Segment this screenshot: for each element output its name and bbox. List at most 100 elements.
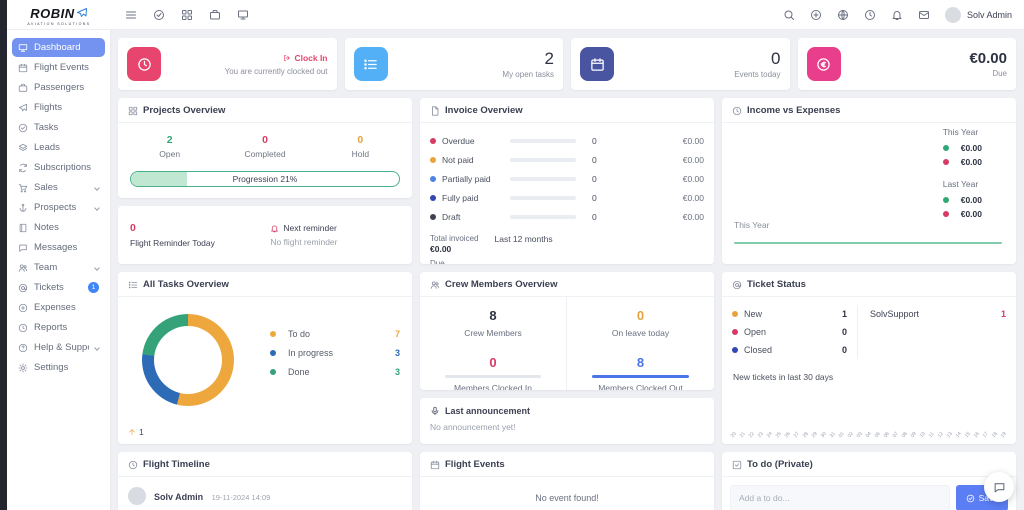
user-menu[interactable]: Solv Admin: [944, 6, 1012, 23]
invoice-progress-track: [510, 138, 576, 143]
sidebar-item-reports[interactable]: Reports: [12, 318, 105, 337]
crew-label: Crew Members: [464, 328, 522, 338]
panel-header: Ticket Status: [722, 272, 1016, 297]
briefcase-shortcut-icon[interactable]: [209, 9, 221, 21]
legend-group-label: This Year: [942, 127, 979, 137]
next-reminder-label: Next reminder: [283, 223, 337, 233]
invoice-amount: €0.00: [682, 173, 704, 184]
todo-input[interactable]: [730, 485, 950, 510]
announcement-title: Last announcement: [445, 406, 531, 416]
sidebar-item-settings[interactable]: Settings: [12, 358, 105, 377]
status-dot: [430, 175, 436, 182]
sidebar-item-flights[interactable]: Flights: [12, 98, 105, 117]
chat-fab-button[interactable]: [984, 472, 1014, 502]
legend-dot: [270, 349, 276, 356]
ticket-group-count: 1: [1000, 309, 1006, 319]
messages-mail-icon[interactable]: [918, 9, 930, 21]
brand-tagline: AVIATION SOLUTIONS: [27, 21, 91, 26]
quick-add-icon[interactable]: [810, 9, 822, 21]
due-label: Due: [992, 68, 1007, 78]
user-avatar: [944, 6, 961, 23]
invoice-row-not-paid: Not paid 0 €0.00: [430, 150, 704, 169]
ticket-status-label: New: [744, 309, 763, 319]
display-shortcut-icon[interactable]: [237, 9, 249, 21]
invoice-mini-chart: Last 12 months: [478, 234, 704, 264]
sidebar-item-tickets[interactable]: Tickets 1: [12, 278, 105, 297]
kpi-card-events-today[interactable]: 0 Events today: [571, 38, 790, 90]
total-invoiced-label: Total invoiced: [430, 234, 479, 243]
time-clock-icon[interactable]: [864, 9, 876, 21]
tasks-footer-count: 1: [139, 427, 144, 437]
notifications-bell-icon[interactable]: [891, 9, 903, 21]
sidebar-item-leads[interactable]: Leads: [12, 138, 105, 157]
axis-tick-label: 12: [936, 430, 945, 440]
calendar-icon: [590, 57, 605, 72]
sidebar-item-subscriptions[interactable]: Subscriptions: [12, 158, 105, 177]
sidebar-item-label: Settings: [34, 362, 69, 373]
income-dot: [942, 145, 949, 151]
sidebar-item-expenses[interactable]: Expenses: [12, 298, 105, 317]
invoice-status-label: Draft: [442, 211, 461, 222]
sidebar-item-prospects[interactable]: Prospects: [12, 198, 105, 217]
invoice-footer: Total invoiced €0.00 Due €0.00 Last 12 m…: [420, 226, 714, 264]
axis-tick-label: 26: [783, 430, 792, 440]
invoice-overview-panel: Invoice Overview Overdue 0 €0.00: [420, 98, 714, 264]
sidebar-item-team[interactable]: Team: [12, 258, 105, 277]
search-icon[interactable]: [783, 9, 795, 21]
sidebar-item-label: Help & Support: [34, 342, 89, 353]
notebook-icon: [18, 223, 28, 233]
legend-row-todo: To do 7: [270, 324, 400, 343]
kpi-card-open-tasks[interactable]: 2 My open tasks: [344, 38, 563, 90]
plus-circle-icon: [18, 303, 28, 313]
brand-logo[interactable]: ROBIN AVIATION SOLUTIONS: [7, 4, 111, 26]
reminder-count: 0: [130, 222, 136, 234]
sidebar-item-dashboard[interactable]: Dashboard: [12, 38, 105, 57]
language-globe-icon[interactable]: [837, 9, 849, 21]
clock-icon: [732, 106, 742, 116]
invoice-row-partially-paid: Partially paid 0 €0.00: [430, 169, 704, 188]
bell-icon: [270, 224, 279, 233]
invoice-amount: €0.00: [682, 192, 704, 203]
crew-label: Members Clocked In: [454, 383, 532, 390]
tasks-shortcut-icon[interactable]: [153, 9, 165, 21]
projects-hold-stat: 0 Hold: [313, 134, 408, 159]
ticket-row-new: New 1: [732, 305, 847, 323]
menu-toggle-icon[interactable]: [125, 9, 137, 21]
kpi-card-due[interactable]: €0.00 Due: [797, 38, 1016, 90]
sidebar-item-tasks[interactable]: Tasks: [12, 118, 105, 137]
expenses-dot: [942, 159, 949, 165]
clock-in-button[interactable]: Clock In: [225, 53, 328, 63]
monitor-icon: [18, 43, 28, 53]
sidebar-item-help-support[interactable]: Help & Support: [12, 338, 105, 357]
sidebar-item-flight-events[interactable]: Flight Events: [12, 58, 105, 77]
shell: Dashboard Flight Events Passengers Fligh…: [7, 30, 1024, 510]
legend-row-in-progress: In progress 3: [270, 343, 400, 362]
layers-icon: [18, 143, 28, 153]
ticket-chart-x-axis: 20 21 22 23 24 25 26 27 28 29 30 31 01 02 03 04 05 06 07 08…: [730, 430, 1008, 440]
apps-grid-icon[interactable]: [181, 9, 193, 21]
sidebar-item-messages[interactable]: Messages: [12, 238, 105, 257]
panel-title: Flight Timeline: [143, 459, 210, 470]
sidebar-item-sales[interactable]: Sales: [12, 178, 105, 197]
sidebar-item-label: Passengers: [34, 82, 85, 93]
axis-tick-label: 06: [882, 430, 892, 440]
sidebar-item-label: Team: [34, 262, 58, 273]
next-reminder-value: No flight reminder: [270, 237, 338, 247]
axis-tick-label: 29: [810, 430, 820, 440]
refresh-icon: [18, 163, 28, 173]
sidebar-item-label: Dashboard: [34, 42, 81, 53]
chat-bubble-icon: [18, 243, 28, 253]
list-icon: [128, 280, 138, 290]
sidebar-item-label: Prospects: [34, 202, 77, 213]
axis-tick-label: 25: [774, 430, 783, 440]
flight-timeline-panel: Flight Timeline Solv Admin 19-11-2024 14…: [118, 452, 412, 510]
sidebar-item-passengers[interactable]: Passengers: [12, 78, 105, 97]
status-dot: [732, 347, 738, 353]
invoice-status-label: Not paid: [442, 154, 474, 165]
clock-icon: [128, 460, 138, 470]
sidebar-item-notes[interactable]: Notes: [12, 218, 105, 237]
events-today-value: 0: [771, 48, 781, 68]
axis-tick-label: 04: [864, 430, 874, 440]
calendar-icon: [430, 460, 440, 470]
